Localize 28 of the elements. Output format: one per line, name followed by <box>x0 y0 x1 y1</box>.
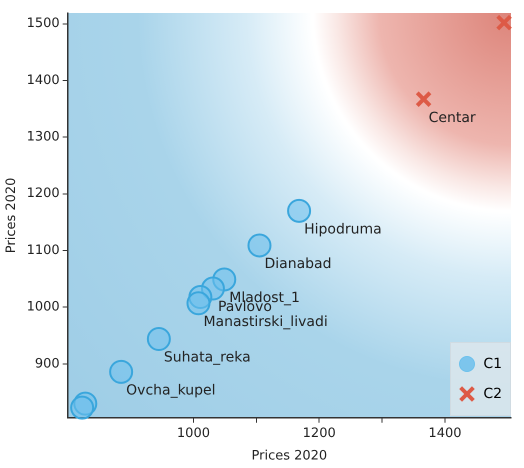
annotation: Manastirski_livadi <box>203 314 328 330</box>
point <box>415 90 432 108</box>
y-tick-label: 1200 <box>26 186 60 202</box>
point <box>247 233 272 258</box>
point <box>109 360 134 384</box>
y-tick-label: 1400 <box>26 72 60 88</box>
point <box>146 326 171 351</box>
y-tick-label: 900 <box>34 356 60 372</box>
annotation: Hipodruma <box>304 222 382 238</box>
point <box>186 291 210 316</box>
x-tick-label: 1200 <box>302 426 336 441</box>
legend-label: C2 <box>483 386 502 402</box>
legend-label: C1 <box>483 356 502 372</box>
point <box>287 198 312 223</box>
annotation: Ovcha_kupel <box>126 382 216 399</box>
annotation: Dianabad <box>264 256 332 272</box>
annotation: Suhata_reka <box>164 350 251 366</box>
point <box>496 14 512 31</box>
y-axis-title: Prices 2020 <box>4 178 20 254</box>
point <box>70 396 94 420</box>
x-tick-label: 1000 <box>176 426 210 441</box>
x-axis-title: Prices 2020 <box>251 448 328 464</box>
y-tick-label: 1300 <box>26 130 60 145</box>
y-tick-label: 1500 <box>26 16 60 32</box>
x-tick-label: 1400 <box>428 426 462 441</box>
annotation: Centar <box>428 110 476 126</box>
y-tick-label: 1000 <box>26 300 60 315</box>
y-tick-label: 1100 <box>26 242 60 258</box>
